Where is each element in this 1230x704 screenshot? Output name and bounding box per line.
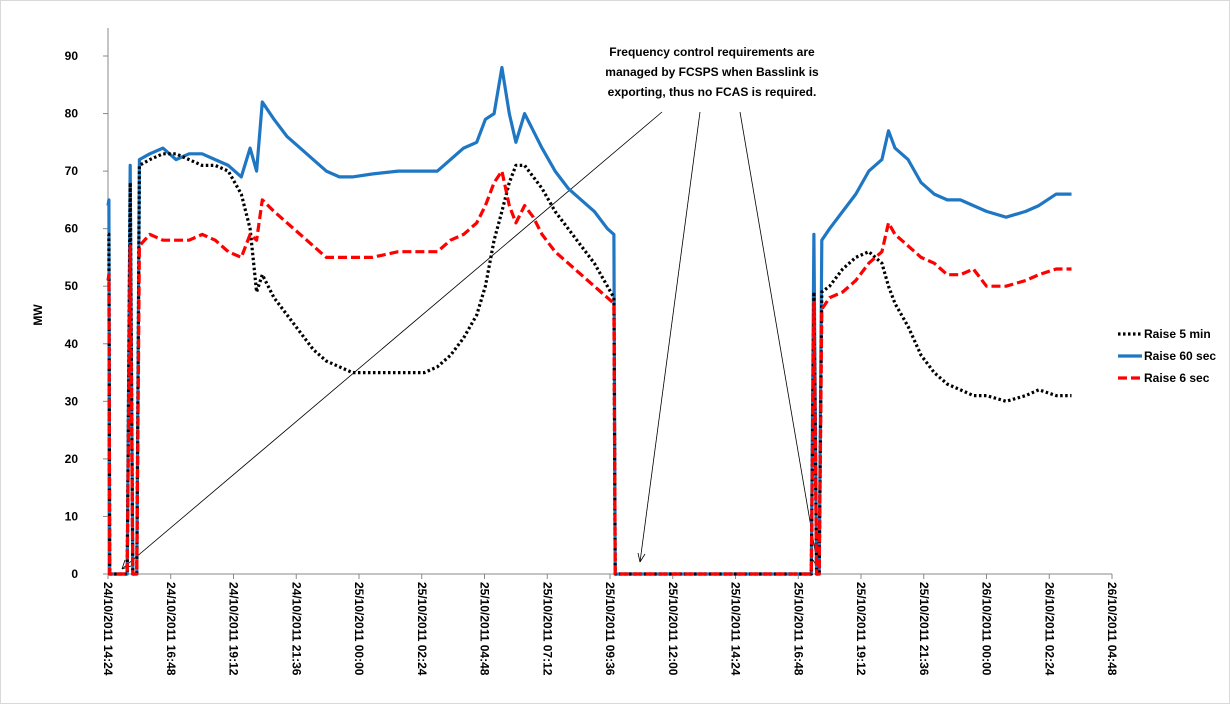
arrow-head <box>637 552 646 563</box>
x-tick-label: 24/10/2011 16:48 <box>164 582 178 676</box>
x-tick-label: 26/10/2011 04:48 <box>1105 582 1119 676</box>
y-tick-label: 0 <box>71 567 78 581</box>
series-line <box>106 65 1072 576</box>
x-tick-label: 25/10/2011 02:24 <box>415 582 429 676</box>
annotation-line: exporting, thus no FCAS is required. <box>608 85 817 99</box>
x-tick-label: 25/10/2011 09:36 <box>603 582 617 676</box>
x-tick-label: 25/10/2011 12:00 <box>666 582 680 676</box>
legend-label: Raise 5 min <box>1144 327 1211 341</box>
annotation-line: managed by FCSPS when Basslink is <box>605 65 819 79</box>
x-tick-label: 25/10/2011 07:12 <box>540 582 554 676</box>
arrow <box>639 111 701 563</box>
annotation: Frequency control requirements are manag… <box>605 45 819 99</box>
x-tick-label: 25/10/2011 04:48 <box>478 582 492 676</box>
x-tick-label: 26/10/2011 00:00 <box>980 582 994 676</box>
y-axis-label: MW <box>31 304 45 326</box>
y-tick-label: 80 <box>65 107 79 121</box>
y-tick-label: 60 <box>65 222 79 236</box>
arrow <box>121 111 663 570</box>
y-tick-label: 90 <box>65 49 79 63</box>
y-tick-label: 20 <box>65 452 79 466</box>
y-tick-label: 30 <box>65 394 79 408</box>
x-tick-label: 24/10/2011 14:24 <box>101 582 115 676</box>
x-tick-label: 26/10/2011 02:24 <box>1042 582 1056 676</box>
x-tick-label: 25/10/2011 21:36 <box>917 582 931 676</box>
y-tick-label: 50 <box>65 279 79 293</box>
annotation-line: Frequency control requirements are <box>609 45 815 59</box>
y-tick-label: 70 <box>65 164 79 178</box>
x-tick-label: 25/10/2011 19:12 <box>854 582 868 676</box>
legend: Raise 5 min Raise 60 sec Raise 6 sec <box>1118 327 1216 385</box>
legend-label: Raise 60 sec <box>1144 349 1216 363</box>
series-line <box>106 169 1072 576</box>
arrow <box>739 111 819 569</box>
x-tick-label: 24/10/2011 19:12 <box>227 582 241 676</box>
x-tick-label: 24/10/2011 21:36 <box>289 582 303 676</box>
legend-label: Raise 6 sec <box>1144 371 1210 385</box>
x-tick-label: 25/10/2011 16:48 <box>791 582 805 676</box>
y-tick-label: 10 <box>65 509 79 523</box>
x-tick-label: 25/10/2011 14:24 <box>729 582 743 676</box>
y-tick-label: 40 <box>65 337 79 351</box>
x-tick-label: 25/10/2011 00:00 <box>352 582 366 676</box>
